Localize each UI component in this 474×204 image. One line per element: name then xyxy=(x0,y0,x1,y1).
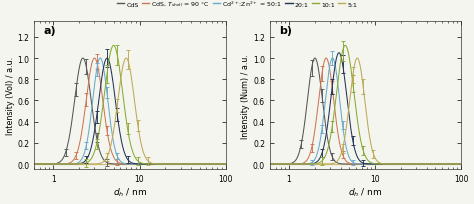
20:1 xyxy=(146,163,151,165)
CdS, $T_{shell}$ = 90 °C xyxy=(136,163,141,165)
10:1 xyxy=(223,163,228,165)
Line: 10:1: 10:1 xyxy=(34,46,226,164)
5:1 xyxy=(223,163,228,165)
5:1 xyxy=(189,163,194,165)
CdS xyxy=(136,163,141,165)
10:1 xyxy=(136,160,141,163)
CdS xyxy=(31,163,37,165)
CdS xyxy=(219,163,224,165)
10:1 xyxy=(123,114,128,117)
CdS xyxy=(124,163,129,165)
Text: b): b) xyxy=(280,26,292,36)
5:1 xyxy=(122,58,128,61)
5:1 xyxy=(123,58,129,60)
5:1 xyxy=(146,160,151,163)
X-axis label: $d_h$ / nm: $d_h$ / nm xyxy=(113,186,147,198)
CdS, $T_{shell}$ = 90 °C xyxy=(146,163,151,165)
5:1 xyxy=(31,163,37,165)
Y-axis label: Intensity (Vol) / a.u.: Intensity (Vol) / a.u. xyxy=(6,57,15,134)
20:1 xyxy=(223,163,228,165)
Line: Cd$^{2+}$:Zn$^{2+}$ = 50:1: Cd$^{2+}$:Zn$^{2+}$ = 50:1 xyxy=(34,59,226,164)
CdS xyxy=(146,163,151,165)
20:1 xyxy=(189,163,194,165)
CdS xyxy=(80,58,86,60)
CdS, $T_{shell}$ = 90 °C xyxy=(223,163,228,165)
10:1 xyxy=(31,163,37,165)
10:1 xyxy=(219,163,224,165)
CdS, $T_{shell}$ = 90 °C xyxy=(123,163,128,165)
Cd$^{2+}$:Zn$^{2+}$ = 50:1 xyxy=(124,163,129,165)
20:1 xyxy=(104,58,110,60)
CdS, $T_{shell}$ = 90 °C xyxy=(219,163,224,165)
Cd$^{2+}$:Zn$^{2+}$ = 50:1 xyxy=(123,163,128,165)
20:1 xyxy=(31,163,37,165)
5:1 xyxy=(136,127,141,129)
CdS, $T_{shell}$ = 90 °C xyxy=(124,163,129,165)
CdS xyxy=(223,163,228,165)
Legend: CdS, CdS, $T_{shell}$ = 90 °C, Cd$^{2+}$:Zn$^{2+}$ = 50:1, 20:1, 10:1, 5:1: CdS, CdS, $T_{shell}$ = 90 °C, Cd$^{2+}$… xyxy=(114,0,360,12)
10:1 xyxy=(111,45,117,47)
Cd$^{2+}$:Zn$^{2+}$ = 50:1 xyxy=(31,163,37,165)
10:1 xyxy=(124,122,129,125)
Line: 5:1: 5:1 xyxy=(34,59,226,164)
Y-axis label: Intensity (Num) / a.u.: Intensity (Num) / a.u. xyxy=(241,53,250,138)
20:1 xyxy=(219,163,224,165)
CdS, $T_{shell}$ = 90 °C xyxy=(91,58,97,60)
Cd$^{2+}$:Zn$^{2+}$ = 50:1 xyxy=(223,163,228,165)
Cd$^{2+}$:Zn$^{2+}$ = 50:1 xyxy=(219,163,224,165)
Line: CdS: CdS xyxy=(34,59,226,164)
20:1 xyxy=(123,154,128,157)
Cd$^{2+}$:Zn$^{2+}$ = 50:1 xyxy=(97,58,103,60)
5:1 xyxy=(124,58,129,60)
CdS, $T_{shell}$ = 90 °C xyxy=(31,163,37,165)
Cd$^{2+}$:Zn$^{2+}$ = 50:1 xyxy=(136,163,141,165)
20:1 xyxy=(124,157,129,159)
10:1 xyxy=(189,163,194,165)
CdS, $T_{shell}$ = 90 °C xyxy=(189,163,194,165)
Line: 20:1: 20:1 xyxy=(34,59,226,164)
20:1 xyxy=(136,163,141,165)
CdS xyxy=(189,163,194,165)
Cd$^{2+}$:Zn$^{2+}$ = 50:1 xyxy=(189,163,194,165)
X-axis label: $d_h$ / nm: $d_h$ / nm xyxy=(348,186,383,198)
5:1 xyxy=(219,163,224,165)
Line: CdS, $T_{shell}$ = 90 °C: CdS, $T_{shell}$ = 90 °C xyxy=(34,59,226,164)
CdS xyxy=(123,163,128,165)
Cd$^{2+}$:Zn$^{2+}$ = 50:1 xyxy=(146,163,151,165)
Text: a): a) xyxy=(44,26,56,36)
10:1 xyxy=(146,163,151,165)
